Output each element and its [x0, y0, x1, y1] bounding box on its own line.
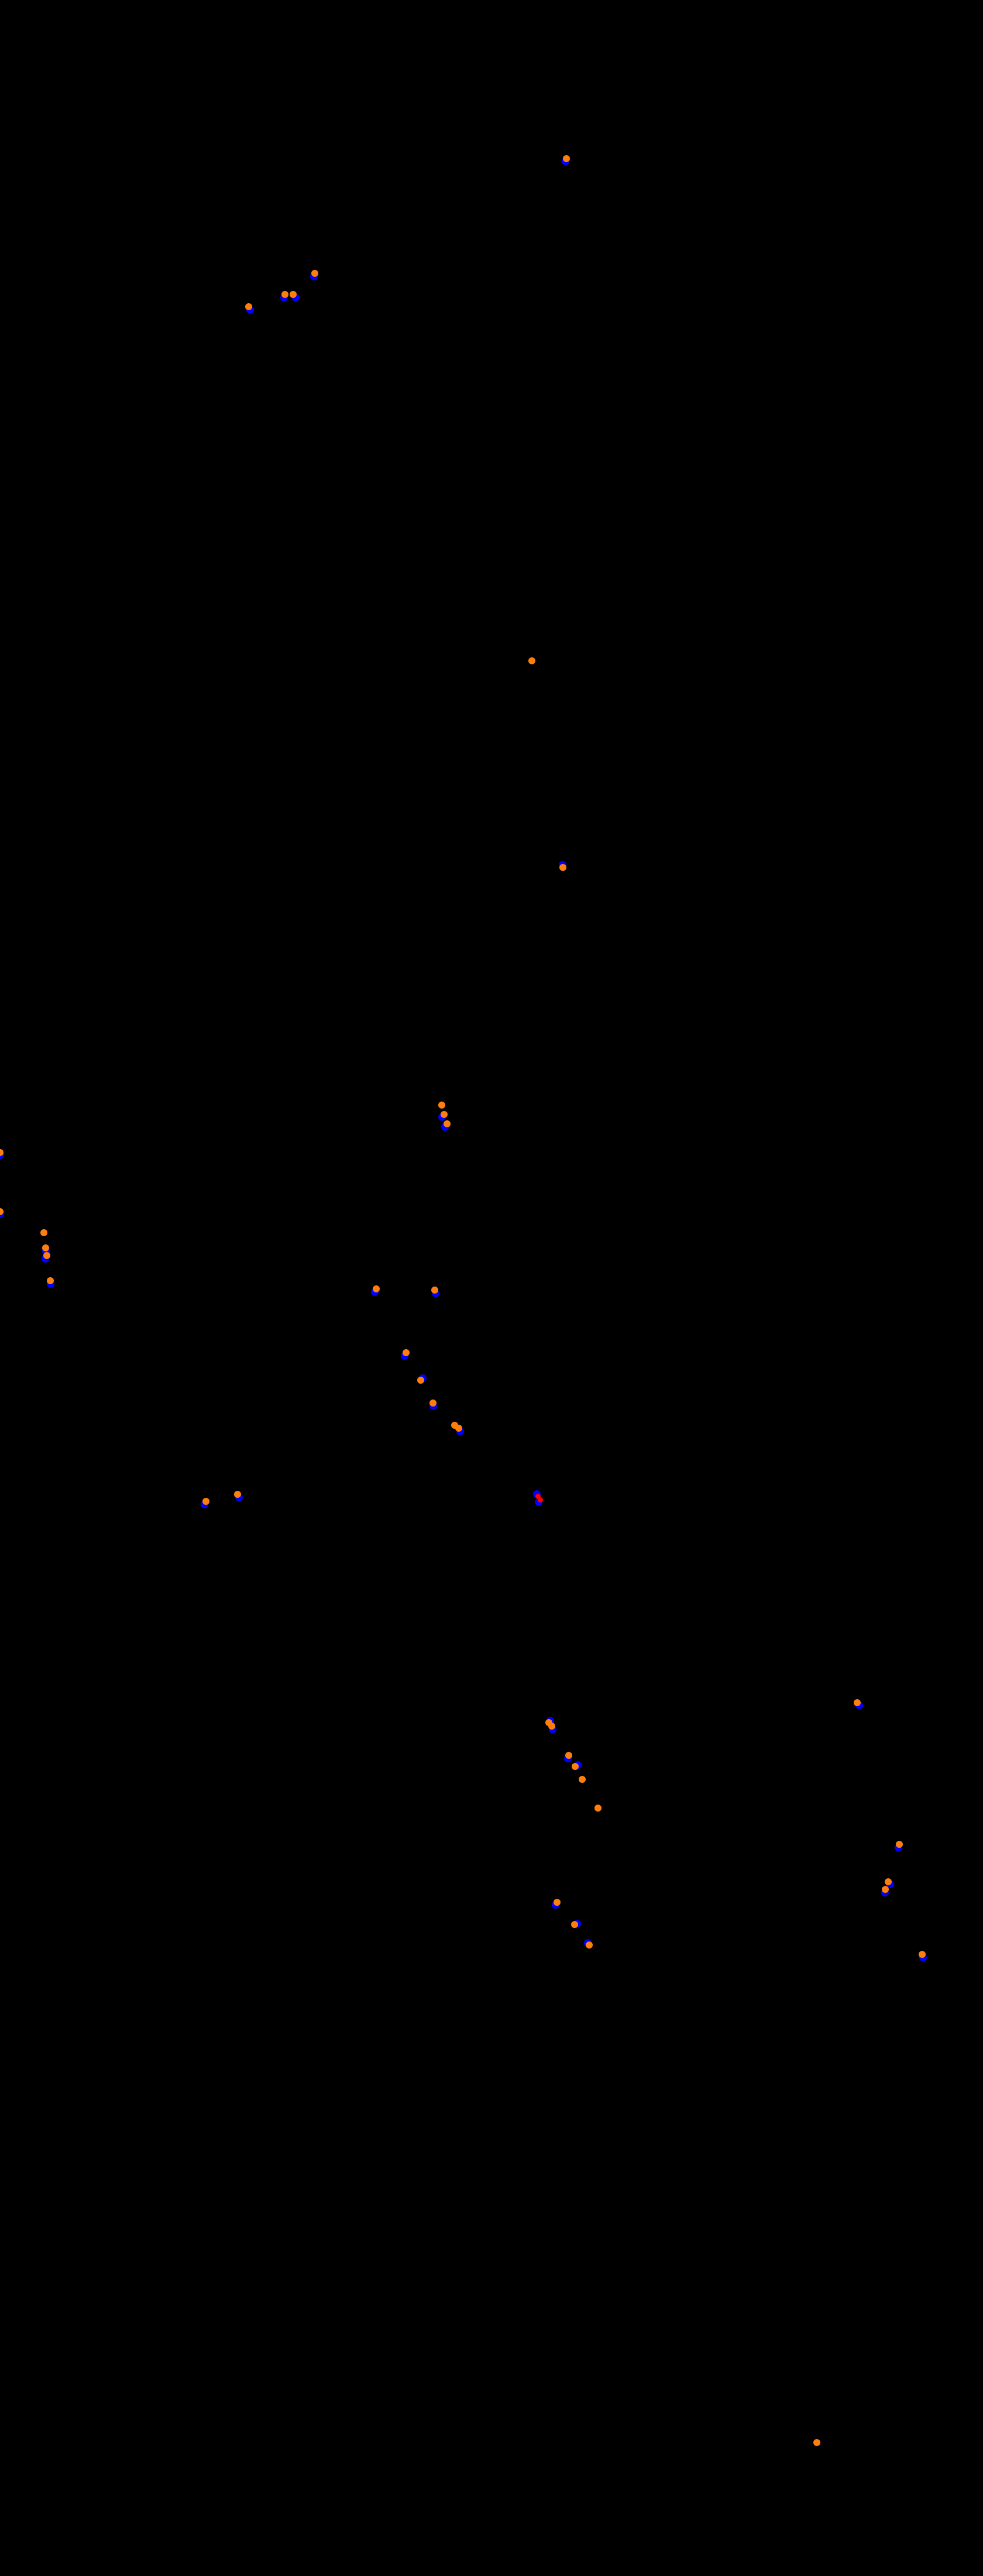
- data-points-orange-marker: [919, 1951, 926, 1958]
- data-points-orange-marker: [572, 1763, 579, 1770]
- data-points-orange-marker: [554, 1899, 561, 1906]
- data-points-orange-marker: [528, 657, 535, 664]
- data-points-orange-marker: [431, 1287, 438, 1294]
- data-points-orange-marker: [882, 1886, 889, 1893]
- data-points-orange-marker: [43, 1252, 50, 1259]
- data-points-orange-marker: [441, 1111, 448, 1118]
- data-points-orange-marker: [245, 303, 252, 310]
- data-points-orange-marker: [311, 270, 318, 277]
- data-points-orange-marker: [548, 1723, 555, 1730]
- data-points-orange-marker: [42, 1244, 49, 1251]
- data-points-orange-marker: [571, 1921, 578, 1928]
- data-points-orange-marker: [40, 1229, 47, 1236]
- data-points-orange-marker: [813, 2439, 820, 2446]
- highlight-points-red-marker: [535, 1493, 541, 1499]
- data-points-orange-marker: [438, 1102, 445, 1109]
- data-points-orange-marker: [586, 1942, 593, 1949]
- data-points-orange-marker: [202, 1498, 209, 1505]
- data-points-orange-marker: [281, 291, 288, 298]
- data-points-orange-marker: [290, 291, 297, 298]
- data-points-orange-marker: [563, 155, 570, 162]
- data-points-orange-marker: [444, 1120, 451, 1127]
- data-points-orange-marker: [455, 1425, 462, 1432]
- data-points-orange-marker: [559, 864, 566, 871]
- data-points-orange-marker: [47, 1277, 54, 1284]
- data-points-orange-marker: [417, 1377, 424, 1384]
- data-points-orange-marker: [0, 1149, 4, 1156]
- data-points-orange-marker: [896, 1841, 903, 1848]
- data-points-orange-marker: [579, 1776, 586, 1783]
- data-points-orange-marker: [234, 1491, 241, 1498]
- data-points-orange-marker: [854, 1699, 861, 1706]
- data-points-orange-marker: [373, 1285, 380, 1292]
- data-points-orange-marker: [885, 1878, 892, 1885]
- highlight-points-red-marker: [537, 1497, 543, 1503]
- data-points-orange-marker: [0, 1208, 4, 1215]
- data-points-orange-marker: [403, 1349, 410, 1356]
- data-points-orange-marker: [594, 1805, 602, 1812]
- data-points-orange-marker: [565, 1752, 572, 1759]
- data-points-orange-marker: [429, 1400, 436, 1407]
